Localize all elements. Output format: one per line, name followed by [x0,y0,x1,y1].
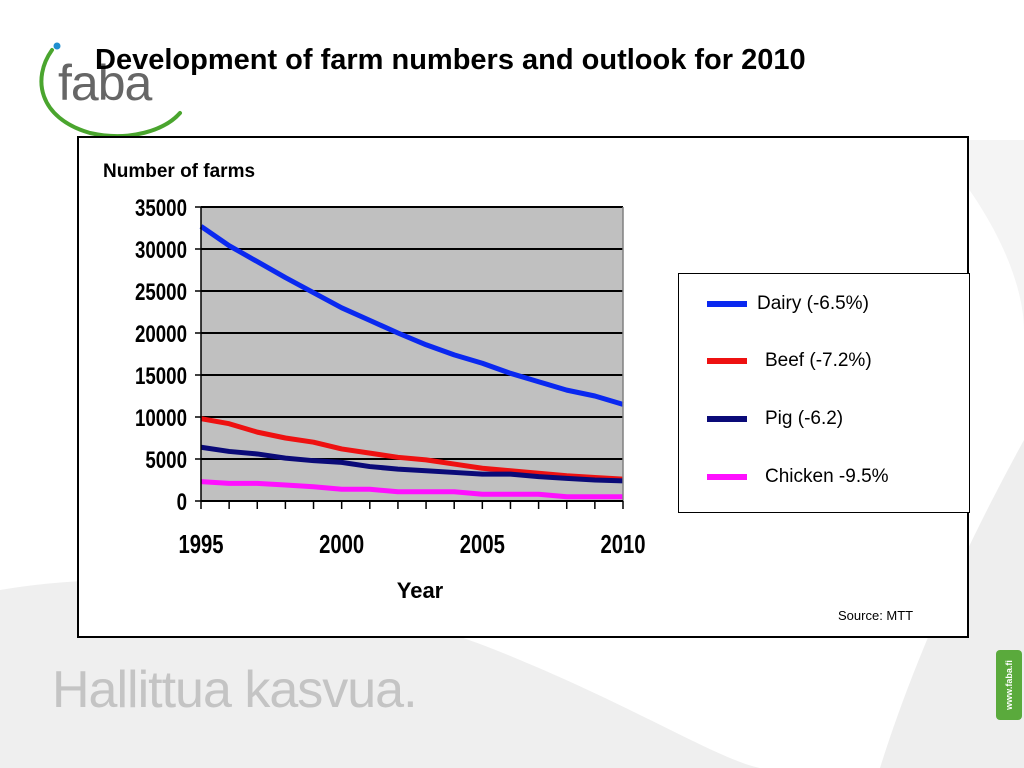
y-tick-label-15000: 15000 [135,363,187,390]
slide-title: Development of farm numbers and outlook … [95,44,806,76]
y-tick-label-20000: 20000 [135,321,187,348]
legend-label-chicken: Chicken -9.5% [765,466,889,487]
x-tick-label-2005: 2005 [460,530,505,559]
x-tick-label-2000: 2000 [319,530,364,559]
legend-swatch-chicken [707,474,747,480]
x-axis-label: Year [397,578,444,603]
logo-text: faba [58,55,152,111]
faba-logo [39,42,182,139]
y-tick-label-5000: 5000 [145,447,187,474]
plot-area [201,207,623,501]
legend-swatch-dairy [707,301,747,307]
plot-background [201,207,623,501]
source-note: Source: MTT [838,608,914,623]
series-line-dairy [199,224,624,407]
grid-lines [201,206,623,502]
series-lines [199,224,624,500]
axes [195,206,624,509]
y-axis-label: Number of farms [103,161,255,182]
legend-label-pig: Pig (-6.2) [765,408,844,429]
legend-item-chicken: Chicken -9.5% [707,463,947,493]
series-line-pig [200,444,624,484]
series-line-beef [200,416,624,482]
legend-item-beef: Beef (-7.2%) [707,347,947,377]
url-badge[interactable]: www.faba.fi [996,650,1022,720]
y-tick-label-25000: 25000 [135,279,187,306]
tick-labels: 0 5000 10000 15000 20000 25000 30000 35000 1995 2… [135,195,646,559]
legend-item-dairy: Dairy (-6.5%) [707,290,947,320]
url-text: www.faba.fi [1004,660,1014,710]
x-tick-label-1995: 1995 [178,530,223,559]
y-tick-label-10000: 10000 [135,405,187,432]
legend-label-dairy: Dairy (-6.5%) [757,293,869,314]
tagline: Hallittua kasvua. [52,661,418,719]
y-tick-label-0: 0 [177,489,187,516]
series-line-chicken [200,479,623,500]
legend: Dairy (-6.5%) Beef (-7.2%) Pig (-6.2) Ch… [678,273,970,513]
legend-swatch-pig [707,416,747,422]
y-tick-label-35000: 35000 [135,195,187,222]
legend-item-pig: Pig (-6.2) [707,405,947,435]
y-tick-label-30000: 30000 [135,237,187,264]
legend-label-beef: Beef (-7.2%) [765,350,872,371]
x-tick-label-2010: 2010 [600,530,645,559]
legend-swatch-beef [707,358,747,364]
